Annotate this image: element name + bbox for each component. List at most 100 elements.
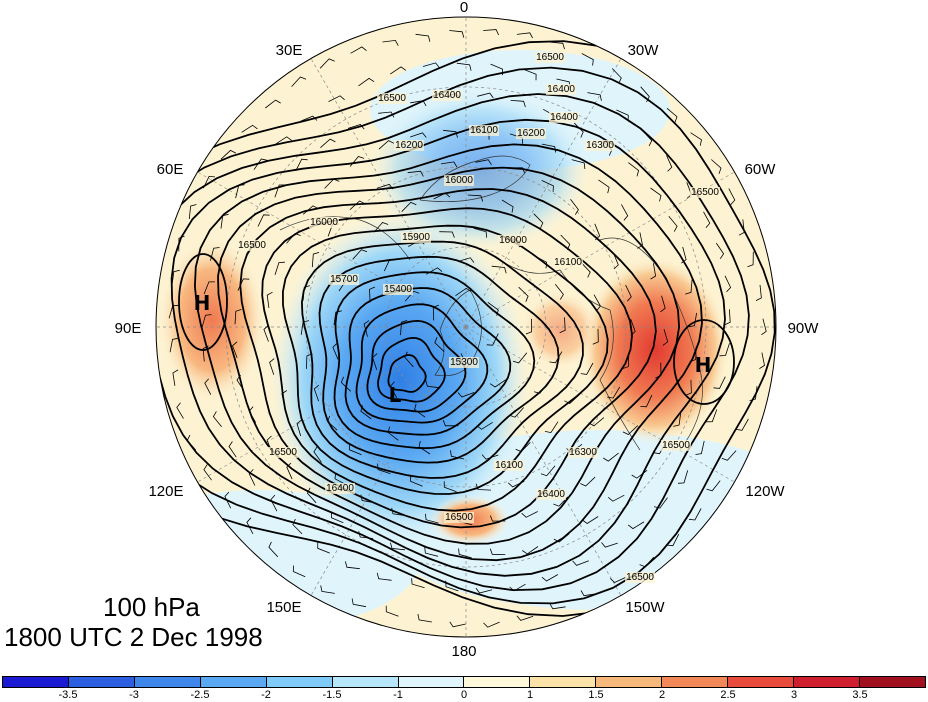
height-contour <box>193 143 703 562</box>
pressure-level-caption: 100 hPa <box>103 592 200 622</box>
wind-barb <box>306 487 317 504</box>
wind-barb <box>425 513 439 524</box>
wind-barb <box>650 263 657 280</box>
lon-label: 30E <box>276 42 303 59</box>
pressure-centers: H H L <box>194 291 712 407</box>
latitude-circle <box>225 86 707 568</box>
wind-barb <box>320 138 336 148</box>
latitude-circle <box>305 166 627 488</box>
wind-barb <box>598 179 610 194</box>
wind-barb <box>622 425 639 435</box>
wind-barb <box>688 508 702 521</box>
colorbar-cell <box>266 677 333 687</box>
wind-barb <box>475 159 492 166</box>
wind-barb <box>269 358 275 375</box>
contour-label-bg <box>444 512 474 523</box>
wind-barb <box>549 351 563 364</box>
wind-barb <box>450 450 465 460</box>
wind-barb <box>275 136 292 145</box>
wind-barb <box>334 472 347 486</box>
wind-barb <box>349 200 366 210</box>
wind-barb <box>351 598 367 608</box>
contour-labels: 16500 16500 16400 16400 16300 16200 16200 16100… <box>237 52 720 583</box>
contour-label-bg <box>625 572 655 583</box>
wind-barb <box>621 204 629 221</box>
wind-barb <box>690 132 702 146</box>
colorbar-cell <box>68 677 135 687</box>
wind-barb <box>719 343 730 357</box>
colorbar-tick-label: 3.5 <box>852 689 868 701</box>
colorbar-cell <box>596 677 663 687</box>
colorbar-tick-label: -3 <box>129 689 139 701</box>
colorbar-cell <box>662 677 729 687</box>
wind-barb <box>677 470 689 484</box>
contour-label: 16400 <box>550 112 578 123</box>
height-contour <box>333 271 536 450</box>
wind-barb <box>610 576 627 583</box>
wind-barb <box>201 314 212 328</box>
wind-barb <box>330 511 344 524</box>
wind-barb <box>378 111 395 118</box>
wind-barb <box>711 159 722 174</box>
wind-barb <box>188 204 197 220</box>
wind-barb <box>581 53 594 66</box>
wind-barb <box>292 518 303 535</box>
wind-barb <box>291 76 307 87</box>
wind-barb <box>650 187 662 202</box>
wind-barb <box>349 443 362 456</box>
wind-barb <box>340 376 351 392</box>
height-contour <box>170 118 726 577</box>
colorbar-cell <box>134 677 201 687</box>
wind-barb <box>410 475 423 487</box>
wind-barb <box>232 341 238 359</box>
wind-barb <box>608 494 625 502</box>
wind-barb <box>489 548 506 555</box>
contour-label: 16400 <box>547 84 575 95</box>
wind-barb <box>455 287 472 297</box>
wind-barb <box>473 227 488 238</box>
wind-barb <box>373 222 389 233</box>
wind-barb <box>761 318 767 336</box>
contour-label-bg <box>568 447 598 458</box>
wind-barb <box>424 547 439 557</box>
wind-barb <box>296 419 303 437</box>
colorbar-tick-label: -1 <box>393 689 403 701</box>
wind-barb <box>724 275 732 293</box>
colorbar-tick-label: 2 <box>658 689 666 701</box>
wind-barb <box>613 252 619 270</box>
wind-barb <box>666 533 680 547</box>
wind-barb <box>350 46 367 54</box>
lon-label: 60W <box>745 161 777 178</box>
wind-barb <box>333 310 342 326</box>
colorbar-cell <box>728 677 795 687</box>
wind-barb <box>640 394 653 408</box>
wind-barb <box>440 161 458 168</box>
wind-barb <box>611 68 622 84</box>
contour-label: 16500 <box>269 447 297 458</box>
wind-barb <box>685 379 692 396</box>
meridian-line <box>197 326 467 483</box>
contour-label: 16500 <box>378 93 406 104</box>
wind-barb <box>220 149 237 160</box>
contour-label: 15400 <box>384 284 412 295</box>
wind-barb <box>755 284 762 301</box>
wind-barb <box>176 402 184 419</box>
wind-barb <box>320 585 335 594</box>
wind-barb <box>203 176 216 189</box>
contour-label-bg <box>536 489 566 500</box>
colorbar-tick-labels: -3.5 -3 -2.5 -2 -1.5 -1 0 1 1.5 2 2.5 3 3.5 <box>2 689 926 702</box>
high-contour <box>178 253 228 351</box>
height-contour <box>355 303 489 424</box>
wind-barb <box>352 249 368 260</box>
wind-barb <box>601 542 618 548</box>
wind-barb <box>400 320 408 336</box>
wind-barb <box>475 483 492 491</box>
wind-barb <box>377 463 391 474</box>
wind-barb <box>292 565 306 578</box>
colorbar-tick-label: 2.5 <box>720 689 736 701</box>
high-contour <box>673 319 735 405</box>
height-contour <box>387 354 427 393</box>
wind-barb <box>728 188 736 205</box>
high-center-label: H <box>194 291 211 315</box>
wind-barb <box>706 409 718 423</box>
